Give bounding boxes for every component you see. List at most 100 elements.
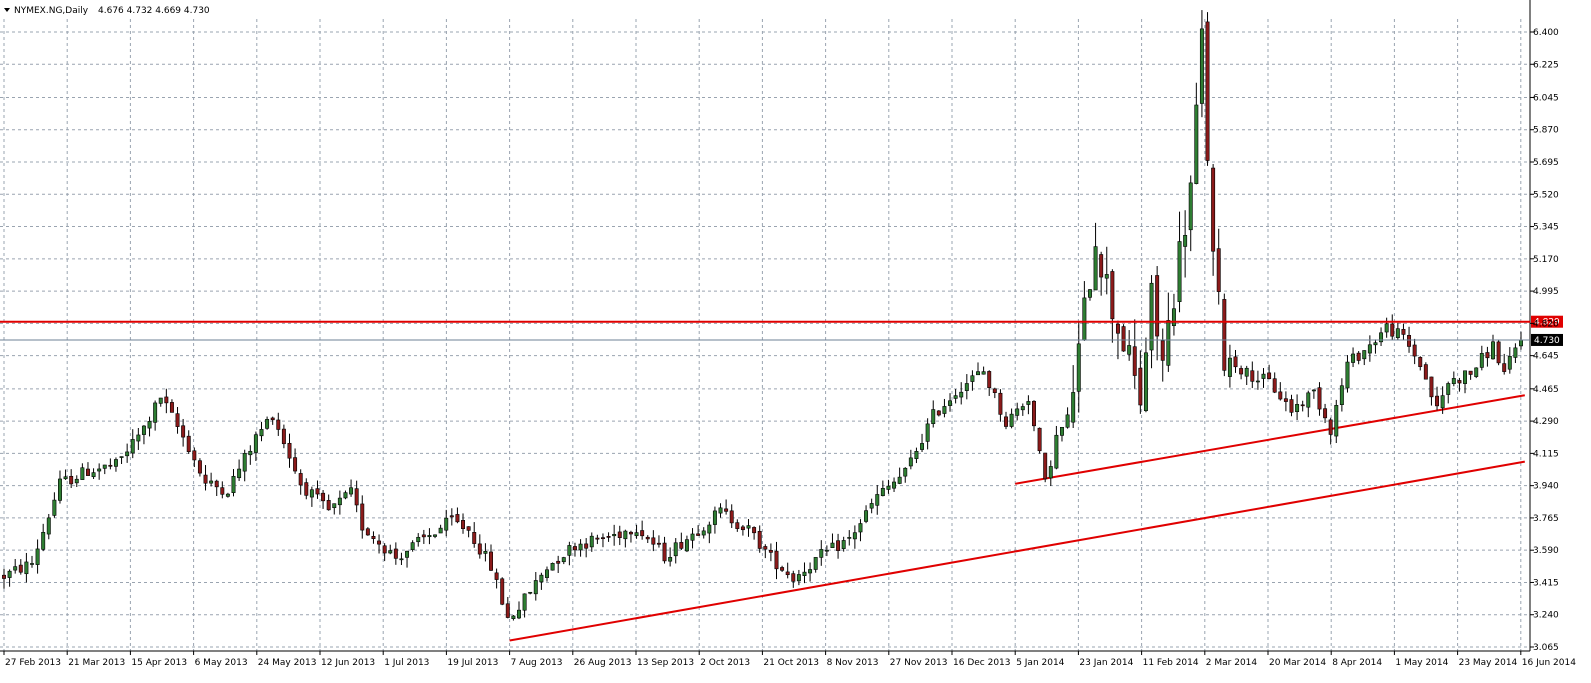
candle-bull [567, 545, 572, 556]
candle-bull [522, 593, 527, 611]
candle-bear [377, 540, 382, 545]
x-tick-label: 16 Jun 2014 [1522, 658, 1576, 668]
candle-bull [1054, 434, 1059, 469]
candle-bull [125, 451, 130, 457]
x-tick-label: 23 Jan 2014 [1079, 658, 1133, 668]
symbol-label: NYMEX.NG,Daily [14, 6, 89, 16]
candle-bull [410, 542, 415, 550]
candle-bear [1356, 352, 1361, 361]
candle-bull [337, 497, 342, 506]
y-tick-label: 3.240 [1533, 611, 1559, 621]
candle-bull [1127, 345, 1132, 355]
candle-bull [942, 406, 947, 414]
candle-bull [875, 494, 880, 506]
candle-bear [791, 573, 796, 582]
candle-bull [1306, 392, 1311, 408]
x-tick-label: 15 Apr 2013 [131, 658, 187, 668]
candle-bull [746, 525, 751, 529]
candle-bear [489, 551, 493, 571]
candle-bull [852, 532, 857, 540]
candle-bull [634, 532, 639, 537]
x-tick-label: 24 May 2013 [258, 658, 317, 668]
candle-bear [500, 578, 505, 605]
candle-bear [1412, 344, 1417, 357]
candle-bull [1104, 274, 1109, 279]
candle-bear [164, 396, 169, 404]
candle-bear [992, 388, 997, 393]
candle-bear [640, 530, 645, 537]
candle-bull [1351, 353, 1356, 363]
x-tick-label: 8 Apr 2014 [1332, 658, 1382, 668]
candle-bear [326, 500, 331, 511]
candle-bear [1138, 367, 1143, 406]
candle-bull [147, 421, 152, 429]
candle-bear [1115, 323, 1120, 334]
candle-bear [556, 560, 561, 564]
x-tick-label: 21 Mar 2013 [68, 658, 125, 668]
candle-bull [444, 517, 449, 531]
candle-bull [561, 557, 566, 563]
candle-bull [1362, 350, 1367, 360]
candle-bull [684, 539, 689, 552]
candle-bear [220, 487, 225, 495]
candle-bull [1026, 401, 1031, 405]
resistance-label: 4.829 [1534, 318, 1560, 328]
candle-bull [1451, 378, 1456, 385]
candle-bear [1211, 167, 1216, 252]
candle-bull [1020, 406, 1025, 411]
candle-bull [1076, 343, 1081, 392]
x-tick-label: 5 Jan 2014 [1016, 658, 1064, 668]
candle-bull [880, 487, 885, 497]
candle-bull [349, 487, 354, 495]
candle-bull [24, 561, 29, 575]
candle-bear [606, 536, 611, 538]
candle-bull [858, 523, 863, 533]
candle-bear [281, 428, 286, 445]
candle-bull [1171, 308, 1176, 326]
candle-bull [701, 530, 706, 536]
candle-bull [953, 395, 958, 399]
candle-bull [673, 542, 678, 557]
candle-bull [623, 530, 628, 540]
candle-bull [1440, 395, 1445, 409]
candle-bull [796, 574, 801, 582]
candle-bull [265, 419, 270, 429]
candle-bear [18, 564, 23, 573]
candle-bear [651, 537, 656, 545]
candle-bear [752, 527, 757, 534]
candle-bull [119, 456, 124, 458]
candle-bull [948, 400, 952, 406]
y-tick-label: 3.415 [1533, 578, 1559, 588]
y-tick-label: 5.870 [1533, 126, 1559, 136]
x-tick-label: 12 Jun 2013 [321, 658, 375, 668]
candle-bear [477, 543, 482, 555]
candle-bull [1479, 353, 1484, 368]
dropdown-arrow-icon[interactable] [4, 8, 10, 12]
candle-bear [1401, 329, 1406, 335]
y-tick-label: 3.940 [1533, 482, 1559, 492]
candle-bear [1004, 416, 1008, 427]
candle-bear [1216, 248, 1221, 292]
candle-bull [1339, 385, 1344, 405]
candle-bear [192, 450, 197, 461]
candle-bear [936, 410, 941, 416]
candle-bull [209, 480, 214, 484]
candle-bear [175, 413, 180, 427]
candle-bull [517, 609, 521, 619]
x-tick-label: 27 Nov 2013 [890, 658, 948, 668]
candle-bull [158, 397, 163, 404]
candle-bull [46, 517, 51, 535]
candle-bull [841, 540, 846, 549]
candle-bull [1244, 367, 1249, 377]
candle-bull [231, 475, 236, 494]
candle-bear [628, 531, 633, 535]
candle-bear [1155, 275, 1160, 337]
candle-bear [214, 480, 219, 488]
candle-bull [483, 551, 488, 554]
candle-bear [696, 533, 701, 536]
candle-bull [802, 571, 807, 576]
y-tick-label: 3.065 [1533, 643, 1559, 653]
candle-bull [1507, 356, 1512, 370]
